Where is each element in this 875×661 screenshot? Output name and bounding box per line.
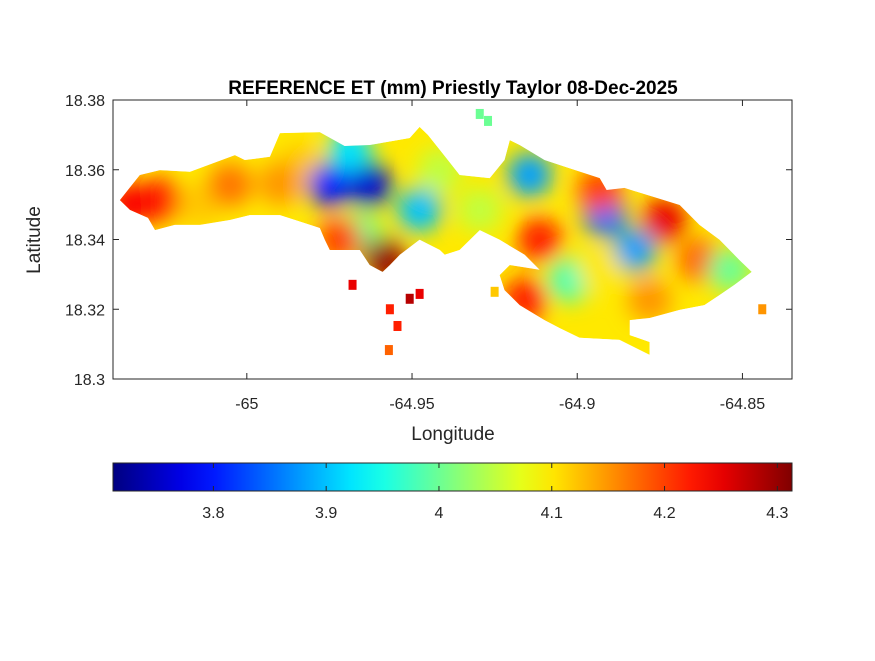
islet: [758, 304, 767, 315]
y-tick-label: 18.3: [74, 372, 105, 389]
value-blob: [577, 247, 622, 292]
islet: [385, 304, 394, 315]
islet: [405, 293, 414, 304]
axes: -65 -64.95 -64.9 -64.85 18.3 18.32 18.34 18.36 1…: [65, 93, 792, 413]
colorbar: [112, 462, 793, 492]
y-axis-label: Latitude: [24, 206, 45, 274]
y-tick-label: 18.36: [65, 163, 105, 180]
value-blob: [642, 197, 687, 242]
colorbar-tick-label: 4: [435, 505, 444, 522]
islet: [475, 108, 484, 119]
value-blob: [347, 163, 392, 208]
value-blob: [257, 161, 302, 206]
land-surface: [119, 126, 752, 355]
x-tick-label: -64.9: [559, 396, 596, 413]
colorbar-ticks: 3.8 3.9 4 4.1 4.2 4.3: [202, 463, 789, 522]
colorbar-tick-label: 4.3: [766, 505, 788, 522]
value-blob: [612, 227, 657, 272]
y-tick-label: 18.34: [65, 233, 105, 250]
y-tick-label: 18.32: [65, 302, 105, 319]
value-blob: [327, 127, 372, 172]
colorbar-tick-label: 3.9: [315, 505, 337, 522]
value-blob: [307, 163, 352, 208]
value-blob: [417, 148, 462, 193]
islet: [393, 320, 402, 331]
value-blob: [397, 187, 442, 232]
value-blob: [457, 187, 502, 232]
value-blob: [707, 247, 752, 292]
y-tick-label: 18.38: [65, 93, 105, 110]
x-tick-label: -64.85: [720, 396, 765, 413]
islet: [415, 288, 424, 299]
value-blob: [517, 217, 562, 262]
colorbar-tick-label: 4.1: [541, 505, 563, 522]
value-blob: [502, 277, 547, 322]
value-blob: [207, 163, 252, 208]
value-blob: [627, 277, 672, 322]
value-blob: [317, 217, 362, 262]
x-tick-label: -64.95: [389, 396, 434, 413]
value-blob: [577, 167, 622, 212]
islet: [384, 345, 393, 356]
value-blob: [507, 152, 552, 197]
chart-title: REFERENCE ET (mm) Priestly Taylor 08-Dec…: [228, 78, 678, 99]
value-blob: [362, 238, 407, 283]
map-layer: [119, 108, 767, 356]
islet: [348, 279, 357, 290]
islet: [490, 286, 499, 297]
colorbar-tick-label: 3.8: [202, 505, 224, 522]
value-blob: [119, 182, 152, 227]
x-axis-label: Longitude: [411, 424, 494, 445]
islet: [484, 115, 493, 126]
colorbar-tick-label: 4.2: [653, 505, 675, 522]
x-tick-label: -65: [235, 396, 258, 413]
